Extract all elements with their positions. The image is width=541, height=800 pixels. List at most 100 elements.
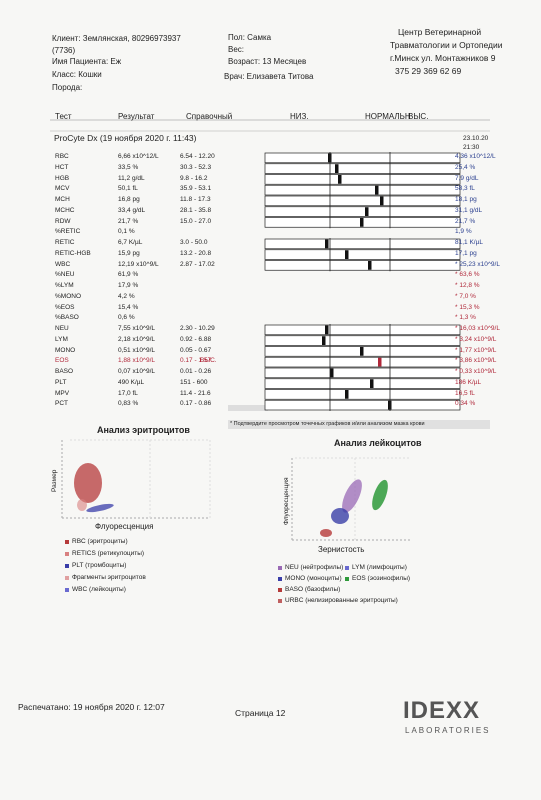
previous: 186 K/µL	[455, 378, 482, 386]
result: 0,6 %	[118, 314, 135, 322]
previous: 0,34 %	[455, 400, 476, 408]
x-label: Флуоресценция	[95, 522, 154, 531]
legend-item: MONO (моноциты)	[285, 575, 342, 582]
note: * Подтвердите просмотром точечных график…	[230, 421, 425, 427]
breed: Порода:	[52, 83, 83, 92]
range-row	[264, 249, 461, 260]
result: 6,7 K/µL	[118, 239, 143, 246]
test: MCV	[55, 185, 70, 193]
clinic-line: Центр Ветеринарной	[398, 27, 482, 37]
test: HGB	[55, 174, 70, 182]
clinic-line: г.Минск ул. Монтажников 9	[390, 53, 496, 63]
range: 13.2 - 20.8	[180, 249, 212, 257]
result-marker	[322, 336, 326, 345]
legend-item: Фрагменты эритроцитов	[72, 574, 146, 581]
result-marker	[375, 185, 379, 195]
test: WBC	[55, 260, 71, 268]
range-row	[264, 356, 461, 368]
result-marker	[360, 218, 364, 227]
y-label: Размер	[51, 469, 58, 492]
test: %NEU	[55, 271, 75, 279]
result: 15,4 %	[118, 303, 139, 311]
range-row	[264, 367, 461, 379]
test: PCT	[55, 400, 68, 408]
plot-title: Анализ лейкоцитов	[334, 438, 422, 448]
result: 1,88 x10^9/L	[118, 357, 156, 365]
previous: 21,7 %	[455, 217, 476, 225]
test: EOS	[55, 357, 69, 365]
legend-item: RETICS (ретикулоциты)	[72, 550, 145, 557]
range: 2.30 - 10.29	[180, 325, 215, 332]
range-row	[264, 260, 461, 271]
range-row	[264, 324, 461, 336]
note-band	[228, 405, 268, 411]
clinic-line: 375 29 369 62 69	[395, 66, 462, 76]
result: 6,66 x10^12/L	[118, 153, 159, 160]
clinic-line: Травматологии и Ортопедии	[390, 40, 503, 50]
result: 0,1 %	[118, 228, 135, 236]
result: 11,2 g/dL	[118, 174, 145, 182]
result-marker	[325, 325, 329, 335]
legend-item: URBC (нелизированные эритроциты)	[285, 597, 398, 604]
test: NEU	[55, 325, 69, 332]
note-band	[228, 420, 490, 429]
result-marker	[370, 379, 374, 388]
range: 11.4 - 21.6	[180, 389, 211, 397]
rbc-scatter	[61, 439, 211, 519]
result-marker	[380, 196, 384, 206]
test: MONO	[55, 346, 76, 354]
range: 0.05 - 0.67	[180, 346, 212, 354]
result-marker	[345, 250, 349, 259]
previous: 17,1 pg	[455, 249, 477, 257]
test: %MONO	[55, 292, 81, 300]
result: 33,4 g/dL	[118, 206, 146, 214]
client-id: (7736)	[52, 46, 76, 55]
result: 0,07 x10^9/L	[118, 368, 156, 375]
range-row	[264, 195, 461, 207]
previous: 7,9 g/dL	[455, 174, 479, 182]
plot-title: Анализ эритроцитов	[97, 425, 190, 435]
test: %RETIC	[55, 228, 81, 236]
doctor: Врач: Елизавета Титова	[224, 72, 314, 81]
run-title: ProCyte Dx (19 ноября 2020 г. 11:43)	[54, 133, 197, 143]
previous: 18,1 pg	[455, 196, 477, 203]
previous: 25,4 %	[455, 163, 476, 171]
previous: * 3,24 x10^9/L	[455, 335, 497, 343]
prev-time: 21:30	[463, 144, 480, 151]
result: 33,5 %	[118, 163, 139, 171]
result: 4,2 %	[118, 292, 135, 300]
result-marker	[338, 175, 342, 184]
sex: Пол: Самка	[228, 33, 272, 42]
range-row	[264, 163, 461, 174]
test: %LYM	[55, 282, 74, 289]
previous: 81,1 K/µL	[455, 239, 483, 246]
test: PLT	[55, 378, 67, 386]
test: %BASO	[55, 314, 79, 322]
weight: Вес:	[228, 45, 245, 54]
legend-item: EOS (эозинофилы)	[352, 575, 411, 582]
prev-date: 23.10.20	[463, 135, 489, 142]
age: Возраст: 13 Месяцев	[228, 57, 307, 66]
result: 61,9 %	[118, 271, 139, 279]
result-marker	[365, 207, 369, 216]
range: 0.17 - 1.57	[180, 357, 212, 365]
patient: Имя Пациента: Еж	[52, 57, 122, 66]
result-marker	[360, 347, 364, 356]
result-marker	[345, 390, 349, 399]
previous: 58,3 fL	[455, 185, 475, 193]
test: MCH	[55, 196, 70, 203]
range-row	[264, 399, 461, 411]
result: 17,9 %	[118, 282, 139, 289]
previous: * 63,6 %	[455, 271, 480, 279]
result: 12,19 x10^9/L	[118, 260, 159, 268]
page-number: Страница 12	[235, 708, 286, 718]
result: 16,8 pg	[118, 196, 140, 203]
previous: 31,1 g/dL	[455, 206, 483, 214]
result: 7,55 x10^9/L	[118, 325, 156, 332]
range: 9.8 - 16.2	[180, 174, 208, 182]
previous: * 12,8 %	[455, 282, 480, 289]
previous: * 7,0 %	[455, 292, 476, 300]
legend-item: WBC (лейкоциты)	[72, 586, 126, 593]
result: 490 K/µL	[118, 378, 145, 386]
